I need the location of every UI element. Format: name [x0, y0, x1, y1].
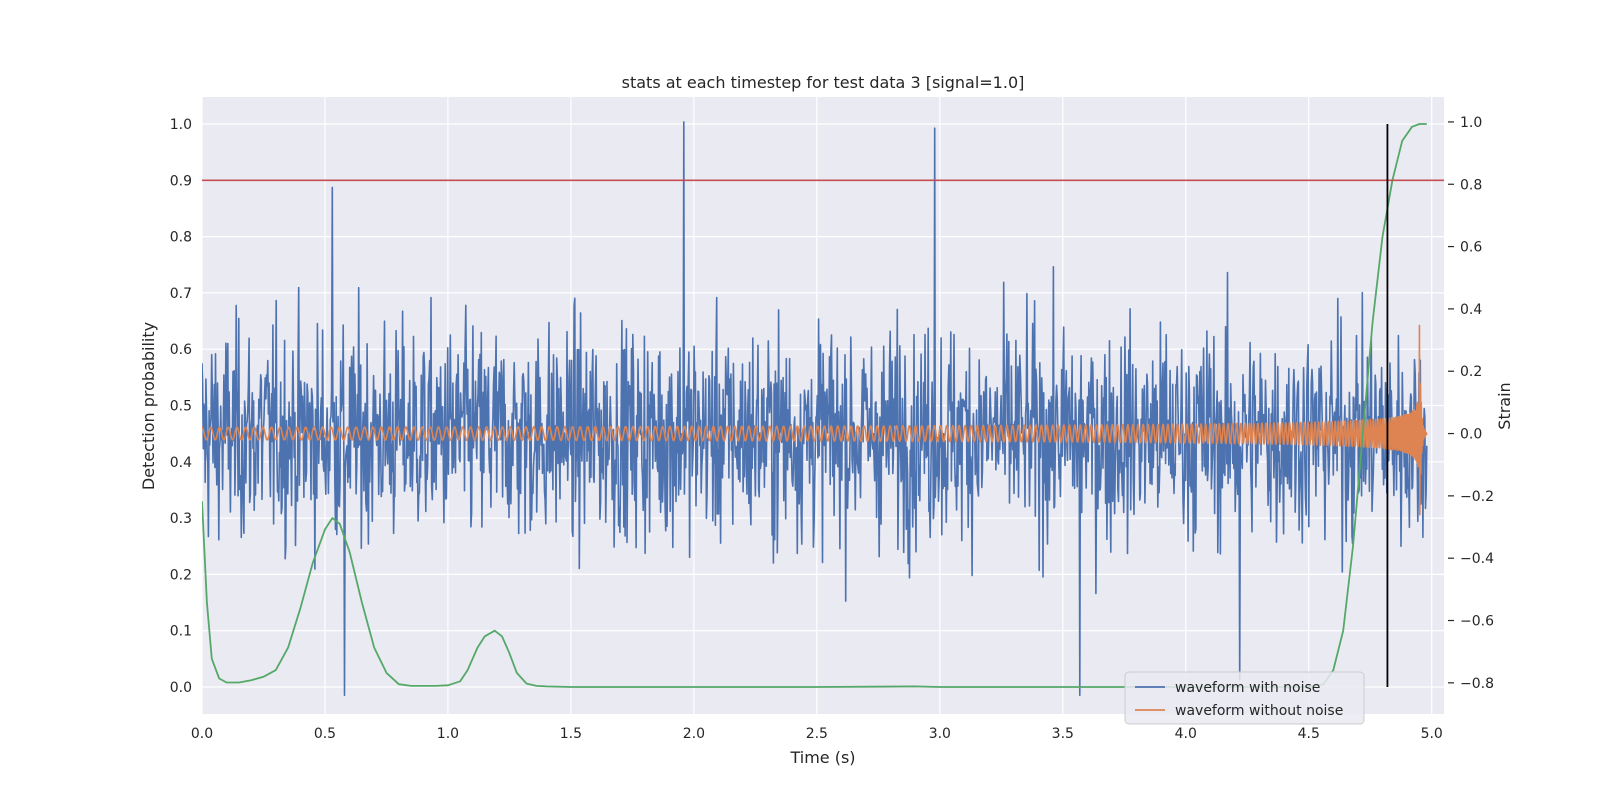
y-tick-label-left: 0.6 — [170, 342, 192, 358]
legend-box — [1124, 671, 1365, 725]
y-tick-label-left: 0.8 — [170, 230, 192, 246]
y-tick-label-left: 0.3 — [170, 511, 192, 527]
y-tick-label-right: 0.6 — [1460, 240, 1482, 256]
y-tick-label-left: 1.0 — [170, 117, 192, 133]
y-tick-label-left: 0.2 — [170, 567, 192, 583]
y-tick-label-left: 0.4 — [170, 455, 192, 471]
y-tick-label-right: 0.4 — [1460, 302, 1482, 318]
y-tick-label-right: 0.8 — [1460, 177, 1482, 193]
series-waveform-without-noise — [202, 324, 1428, 516]
series-waveform-with-noise — [202, 121, 1428, 697]
x-tick-label: 2.0 — [683, 726, 705, 742]
x-tick-label: 0.0 — [191, 726, 213, 742]
x-tick-label: 1.5 — [560, 726, 582, 742]
legend: waveform with noise waveform without nois… — [1124, 671, 1365, 725]
y-tick-label-right: −0.8 — [1460, 676, 1494, 692]
y-tick-label-left: 0.0 — [170, 680, 192, 696]
y-tick-label-left: 0.9 — [170, 173, 192, 189]
y-tick-label-left: 0.1 — [170, 624, 192, 640]
x-tick-label: 3.5 — [1052, 726, 1074, 742]
y-tick-label-right: −0.6 — [1460, 614, 1494, 630]
x-tick-label: 3.0 — [929, 726, 951, 742]
y-tick-label-right: 1.0 — [1460, 115, 1482, 131]
x-axis-label: Time (s) — [789, 748, 855, 767]
y-tick-label-left: 0.5 — [170, 399, 192, 415]
plot-area — [202, 121, 1444, 697]
legend-label: waveform without noise — [1175, 703, 1343, 719]
x-tick-label: 5.0 — [1421, 726, 1443, 742]
y-tick-label-right: −0.2 — [1460, 489, 1494, 505]
x-tick-label: 1.0 — [437, 726, 459, 742]
y-axis-label-left: Detection probability — [139, 322, 158, 490]
y-tick-label-right: 0.2 — [1460, 364, 1482, 380]
y-tick-label-left: 0.7 — [170, 286, 192, 302]
x-tick-label: 0.5 — [314, 726, 336, 742]
y-tick-label-right: 0.0 — [1460, 427, 1482, 443]
chart-title: stats at each timestep for test data 3 [… — [622, 73, 1025, 92]
y-tick-label-right: −0.4 — [1460, 551, 1494, 567]
y-axis-label-right: Strain — [1495, 382, 1514, 429]
x-tick-label: 4.5 — [1298, 726, 1320, 742]
series-detection-probability — [202, 123, 1427, 688]
axes: 0.0 0.5 1.0 1.5 2.0 2.5 3.0 3.5 4.0 4.5 5.0 0.0 0.1 0… — [170, 115, 1494, 742]
legend-label: waveform with noise — [1175, 680, 1320, 696]
x-tick-label: 4.0 — [1175, 726, 1197, 742]
x-tick-label: 2.5 — [806, 726, 828, 742]
